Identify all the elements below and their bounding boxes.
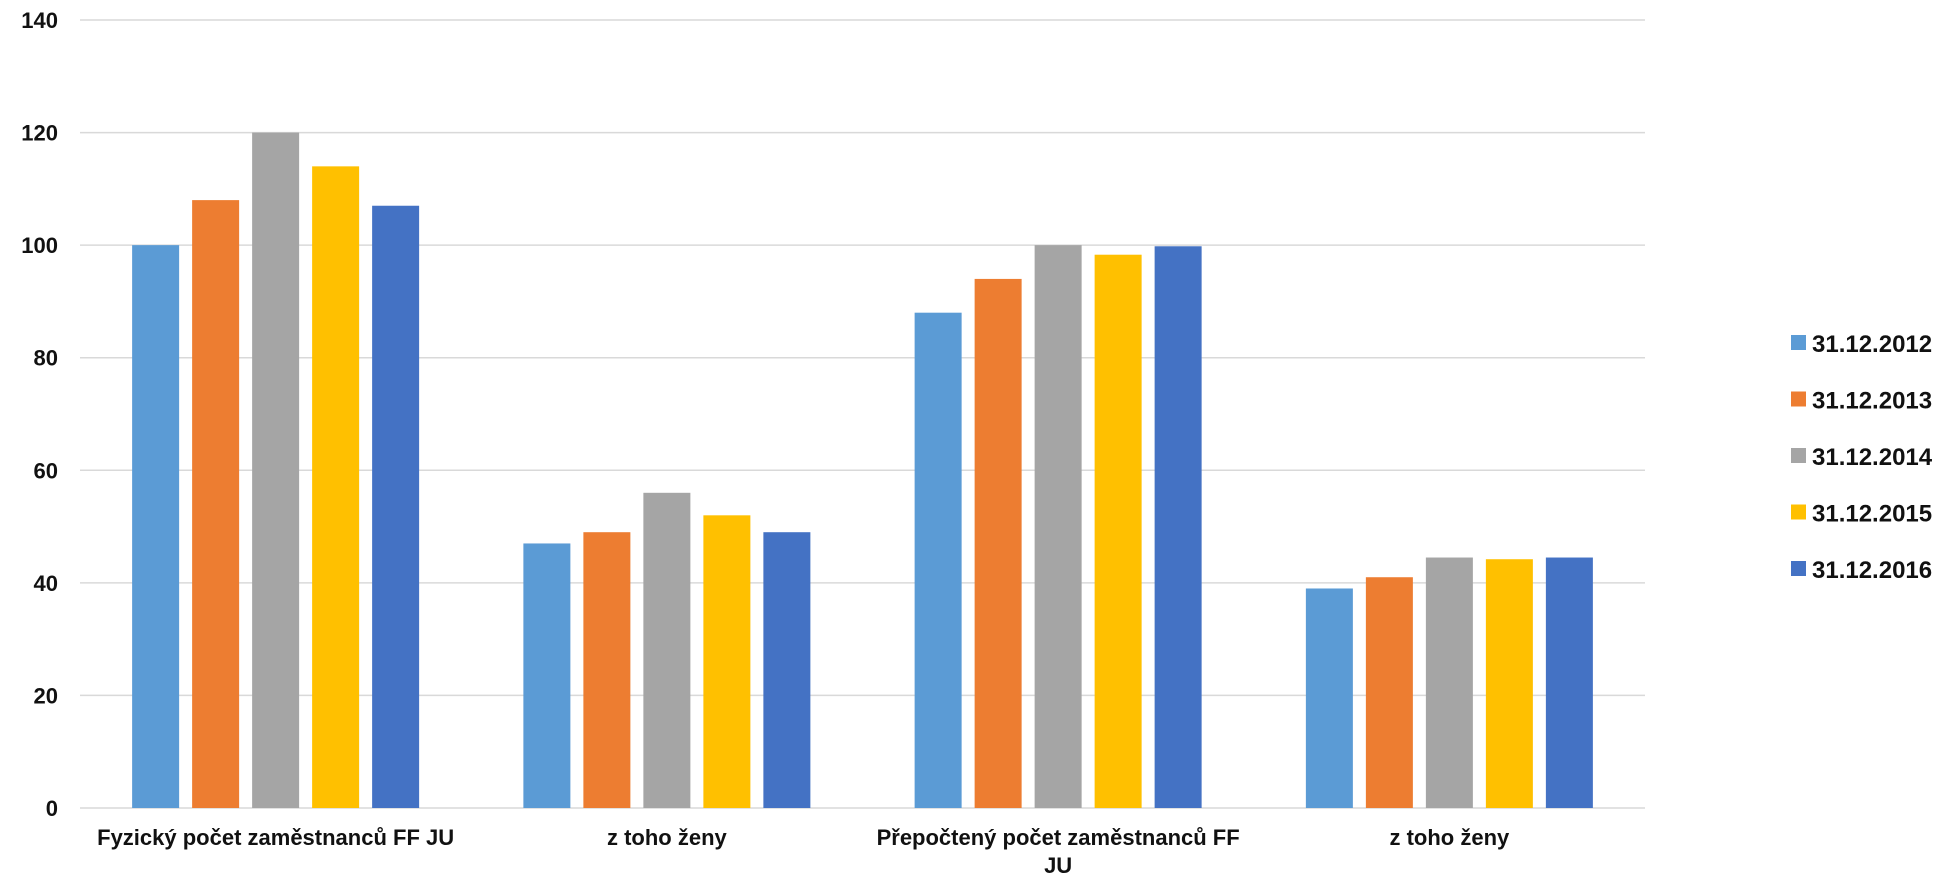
x-category-label: Fyzický počet zaměstnanců FF JU [97, 825, 454, 850]
bar [1305, 588, 1353, 808]
legend-label: 31.12.2016 [1812, 557, 1932, 584]
y-tick-label: 60 [34, 458, 58, 483]
bar [914, 312, 962, 808]
bar [703, 515, 751, 808]
bar [643, 492, 691, 808]
y-axis-ticks: 0 20 40 60 80 100 120 140 [21, 8, 58, 821]
y-tick-label: 100 [21, 233, 58, 258]
legend: 31.12.2012 31.12.2013 31.12.2014 31.12.2015… [1791, 331, 1933, 584]
bars [132, 132, 1593, 809]
x-category-label: z toho ženy [1389, 825, 1510, 850]
bar [192, 200, 240, 809]
bar [1154, 246, 1202, 809]
legend-swatch [1791, 504, 1806, 520]
bar [1425, 557, 1473, 808]
bar [763, 532, 811, 808]
legend-swatch [1791, 391, 1806, 407]
y-tick-label: 120 [21, 121, 58, 146]
bar [372, 205, 420, 808]
x-axis-categories: Fyzický počet zaměstnanců FF JU z toho že… [97, 825, 1510, 877]
legend-swatch [1791, 561, 1806, 576]
y-tick-label: 0 [46, 796, 58, 821]
bar [1094, 254, 1142, 808]
x-category-label: z toho ženy [607, 825, 728, 850]
x-category-label: Přepočtený počet zaměstnanců FF [877, 825, 1240, 850]
legend-label: 31.12.2012 [1812, 331, 1932, 358]
bar [252, 132, 300, 809]
bar [1545, 557, 1593, 808]
legend-label: 31.12.2013 [1812, 388, 1932, 415]
bar [974, 278, 1022, 808]
bar [523, 543, 571, 808]
y-tick-label: 40 [34, 571, 58, 596]
legend-swatch [1791, 448, 1806, 463]
bar [583, 532, 631, 808]
x-category-label: JU [1044, 853, 1072, 877]
y-tick-label: 80 [34, 346, 58, 371]
bar [312, 166, 360, 809]
legend-label: 31.12.2015 [1812, 501, 1932, 528]
bar [132, 245, 180, 809]
bar [1365, 577, 1413, 808]
bar [1485, 559, 1533, 808]
y-tick-label: 140 [21, 8, 58, 33]
y-tick-label: 20 [34, 683, 58, 708]
legend-label: 31.12.2014 [1812, 444, 1933, 471]
bar [1034, 245, 1082, 809]
legend-swatch [1791, 335, 1806, 350]
